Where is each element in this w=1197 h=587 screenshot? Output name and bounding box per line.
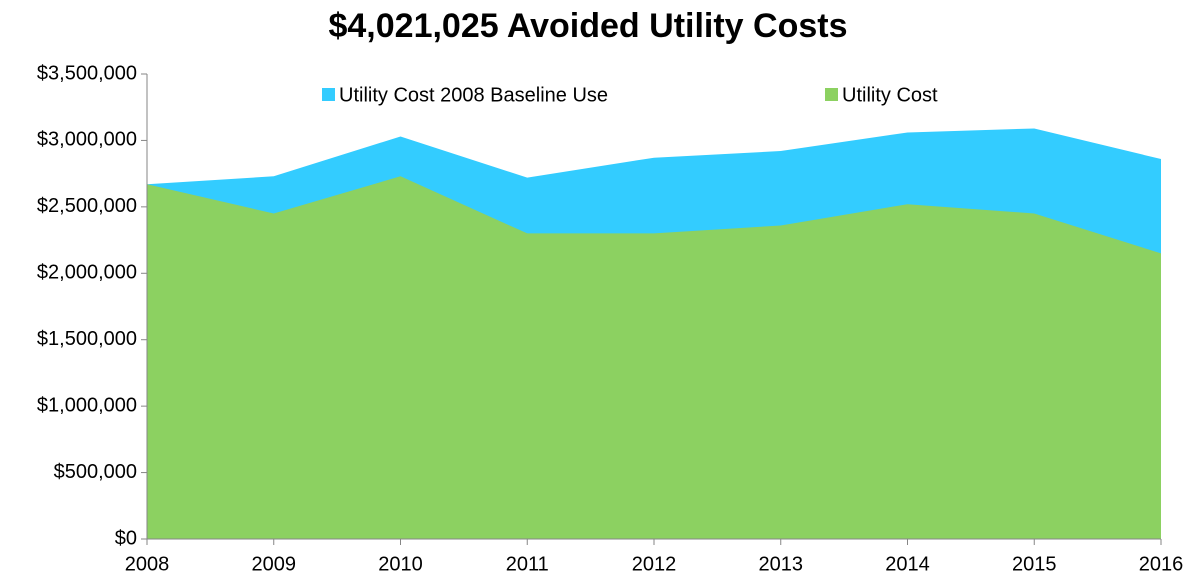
y-tick-label: $1,000,000 bbox=[37, 394, 137, 416]
y-tick-label: $1,500,000 bbox=[37, 328, 137, 350]
x-tick-label: 2014 bbox=[885, 553, 930, 575]
y-tick-label: $3,500,000 bbox=[37, 62, 137, 84]
x-tick-label: 2009 bbox=[252, 553, 297, 575]
y-tick-label: $2,500,000 bbox=[37, 195, 137, 217]
y-tick-label: $0 bbox=[115, 527, 137, 549]
legend-label: Utility Cost 2008 Baseline Use bbox=[339, 84, 608, 106]
area bbox=[147, 176, 1161, 540]
x-tick-label: 2011 bbox=[506, 553, 549, 575]
legend-swatch bbox=[825, 88, 838, 101]
chart-title: $4,021,025 Avoided Utility Costs bbox=[328, 7, 847, 45]
x-tick-label: 2016 bbox=[1139, 553, 1184, 575]
x-tick-label: 2015 bbox=[1012, 553, 1057, 575]
y-tick-label: $3,000,000 bbox=[37, 129, 137, 151]
y-tick-label: $2,000,000 bbox=[37, 262, 137, 284]
y-tick-label: $500,000 bbox=[54, 461, 137, 483]
x-tick-label: 2013 bbox=[759, 553, 804, 575]
legend-swatch bbox=[322, 88, 335, 101]
x-tick-label: 2010 bbox=[378, 553, 423, 575]
x-tick-label: 2008 bbox=[125, 553, 170, 575]
x-tick-label: 2012 bbox=[632, 553, 677, 575]
legend-label: Utility Cost bbox=[842, 84, 938, 106]
